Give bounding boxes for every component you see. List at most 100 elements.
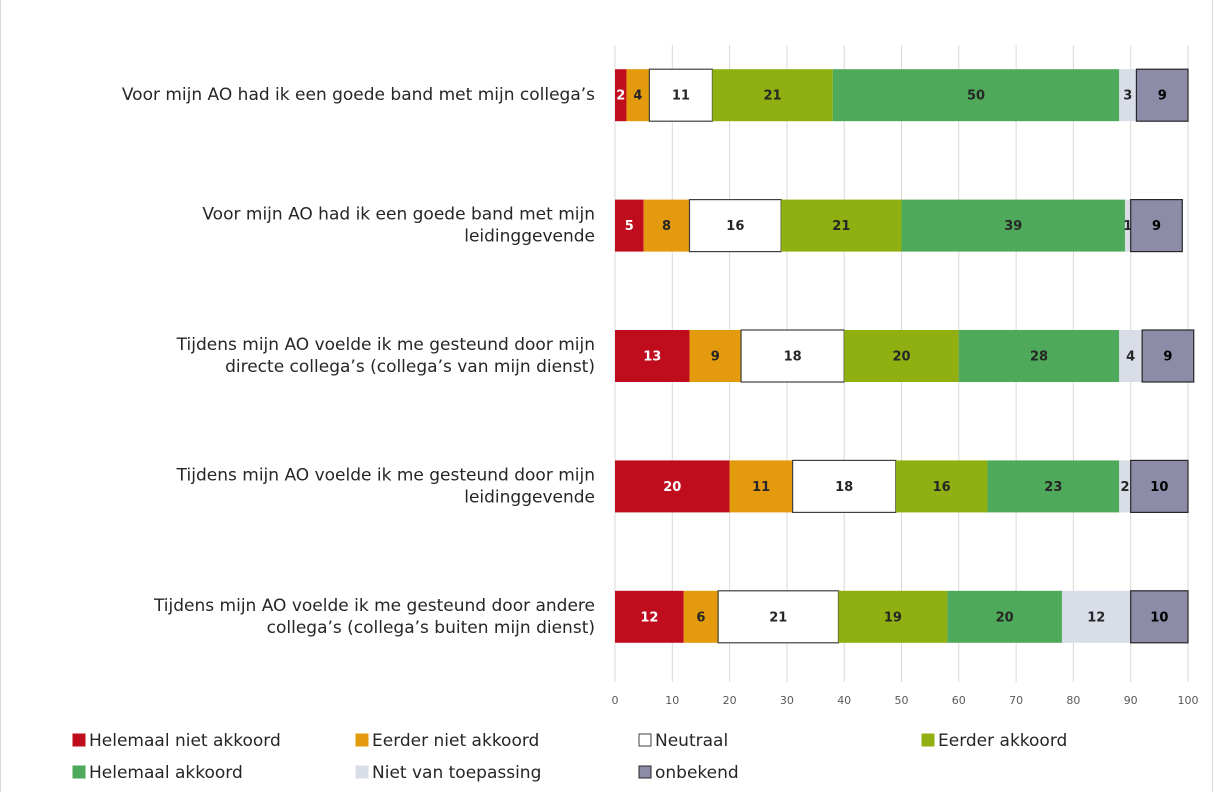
bar-segment [648,68,714,122]
category-label: Tijdens mijn AO voelde ik me gesteund do… [176,335,595,355]
bar-segment [838,590,948,643]
x-tick-label: 90 [1124,694,1138,707]
legend-swatch [921,733,935,747]
data-label: 13 [643,350,661,365]
bar-segment [1141,329,1195,383]
data-label: 10 [1150,480,1168,495]
data-label: 6 [696,610,705,625]
legend-swatch [355,733,369,747]
data-label: 16 [933,480,951,495]
bar-segment [717,590,840,644]
bar-segment [1130,590,1189,644]
bar-segment [1119,69,1137,122]
data-label: 1 [1123,219,1132,234]
category-label: Voor mijn AO had ik een goede band met m… [202,205,595,225]
x-tick-label: 100 [1178,694,1199,707]
category-label: leidinggevende [464,487,595,507]
data-label: 39 [1004,219,1022,234]
bar-segment [688,199,782,253]
bar-segment [895,460,988,513]
bar-segment [729,460,793,513]
data-label: 19 [884,610,902,625]
category-label: Voor mijn AO had ik een goede band met m… [122,85,595,105]
data-label: 9 [1158,89,1167,104]
bar-segment [958,330,1120,382]
data-label: 2 [616,89,625,104]
data-label: 10 [1150,610,1168,625]
data-label: 11 [752,480,770,495]
data-label: 28 [1030,350,1048,365]
bar-segment [1130,199,1183,253]
bar-segment [689,330,742,382]
data-label: 4 [633,89,642,104]
bar-segment [832,69,1120,122]
x-tick-label: 0 [612,694,619,707]
bar-segment [615,330,690,382]
x-tick-label: 20 [723,694,737,707]
data-label: 12 [1087,610,1105,625]
data-label: 18 [784,350,802,365]
legend-swatch [638,765,652,779]
bar-segment [643,199,690,252]
bar-segment [947,590,1062,643]
x-tick-label: 10 [665,694,679,707]
bar-segment [1061,590,1131,643]
x-tick-label: 70 [1009,694,1023,707]
bar-segment [1135,68,1189,122]
bar-segment [740,329,845,383]
data-label: 12 [640,610,658,625]
data-label: 18 [835,480,853,495]
bar-segment [781,199,902,252]
data-label: 16 [726,219,744,234]
x-tick-label: 50 [895,694,909,707]
bar-segment [683,590,719,643]
bar-segment [615,460,730,513]
data-label: 11 [672,89,690,104]
bar-segment [626,69,650,122]
bar-segment [1124,199,1131,252]
category-label: leidinggevende [464,227,595,247]
legend-swatch [355,765,369,779]
bar-segment [615,199,644,252]
data-label: 20 [996,610,1014,625]
bar-segment [792,459,897,513]
data-label: 23 [1044,480,1062,495]
data-label: 9 [1152,219,1161,234]
data-label: 21 [769,610,787,625]
bar-segment [901,199,1125,252]
bar-segment [1130,459,1189,513]
bar-segment [615,69,627,122]
x-tick-label: 60 [952,694,966,707]
legend-label: Eerder akkoord [938,731,1067,751]
data-label: 3 [1123,89,1132,104]
x-tick-label: 30 [780,694,794,707]
bar-segment [1119,330,1143,382]
bar-segment [615,590,684,643]
data-label: 21 [764,89,782,104]
category-label: directe collega’s (collega’s van mijn di… [225,357,595,377]
legend-swatch [72,733,86,747]
data-label: 5 [625,219,634,234]
legend-label: Helemaal akkoord [89,763,243,783]
data-label: 8 [662,219,671,234]
legend-label: Helemaal niet akkoord [89,731,281,751]
data-label: 20 [663,480,681,495]
data-label: 2 [1120,480,1129,495]
category-label: collega’s (collega’s buiten mijn dienst) [267,618,595,638]
bar-segment [987,460,1120,513]
data-label: 20 [892,350,910,365]
bar-segment [844,330,959,382]
data-label: 21 [832,219,850,234]
x-tick-label: 40 [837,694,851,707]
legend-swatch [638,733,652,747]
data-label: 9 [1163,350,1172,365]
category-label: Tijdens mijn AO voelde ik me gesteund do… [176,465,595,485]
data-label: 50 [967,89,985,104]
legend-label: Neutraal [655,731,728,751]
data-label: 9 [711,350,720,365]
legend-label: onbekend [655,763,739,783]
data-label: 4 [1126,350,1135,365]
x-tick-label: 80 [1066,694,1080,707]
legend-label: Eerder niet akkoord [372,731,539,751]
